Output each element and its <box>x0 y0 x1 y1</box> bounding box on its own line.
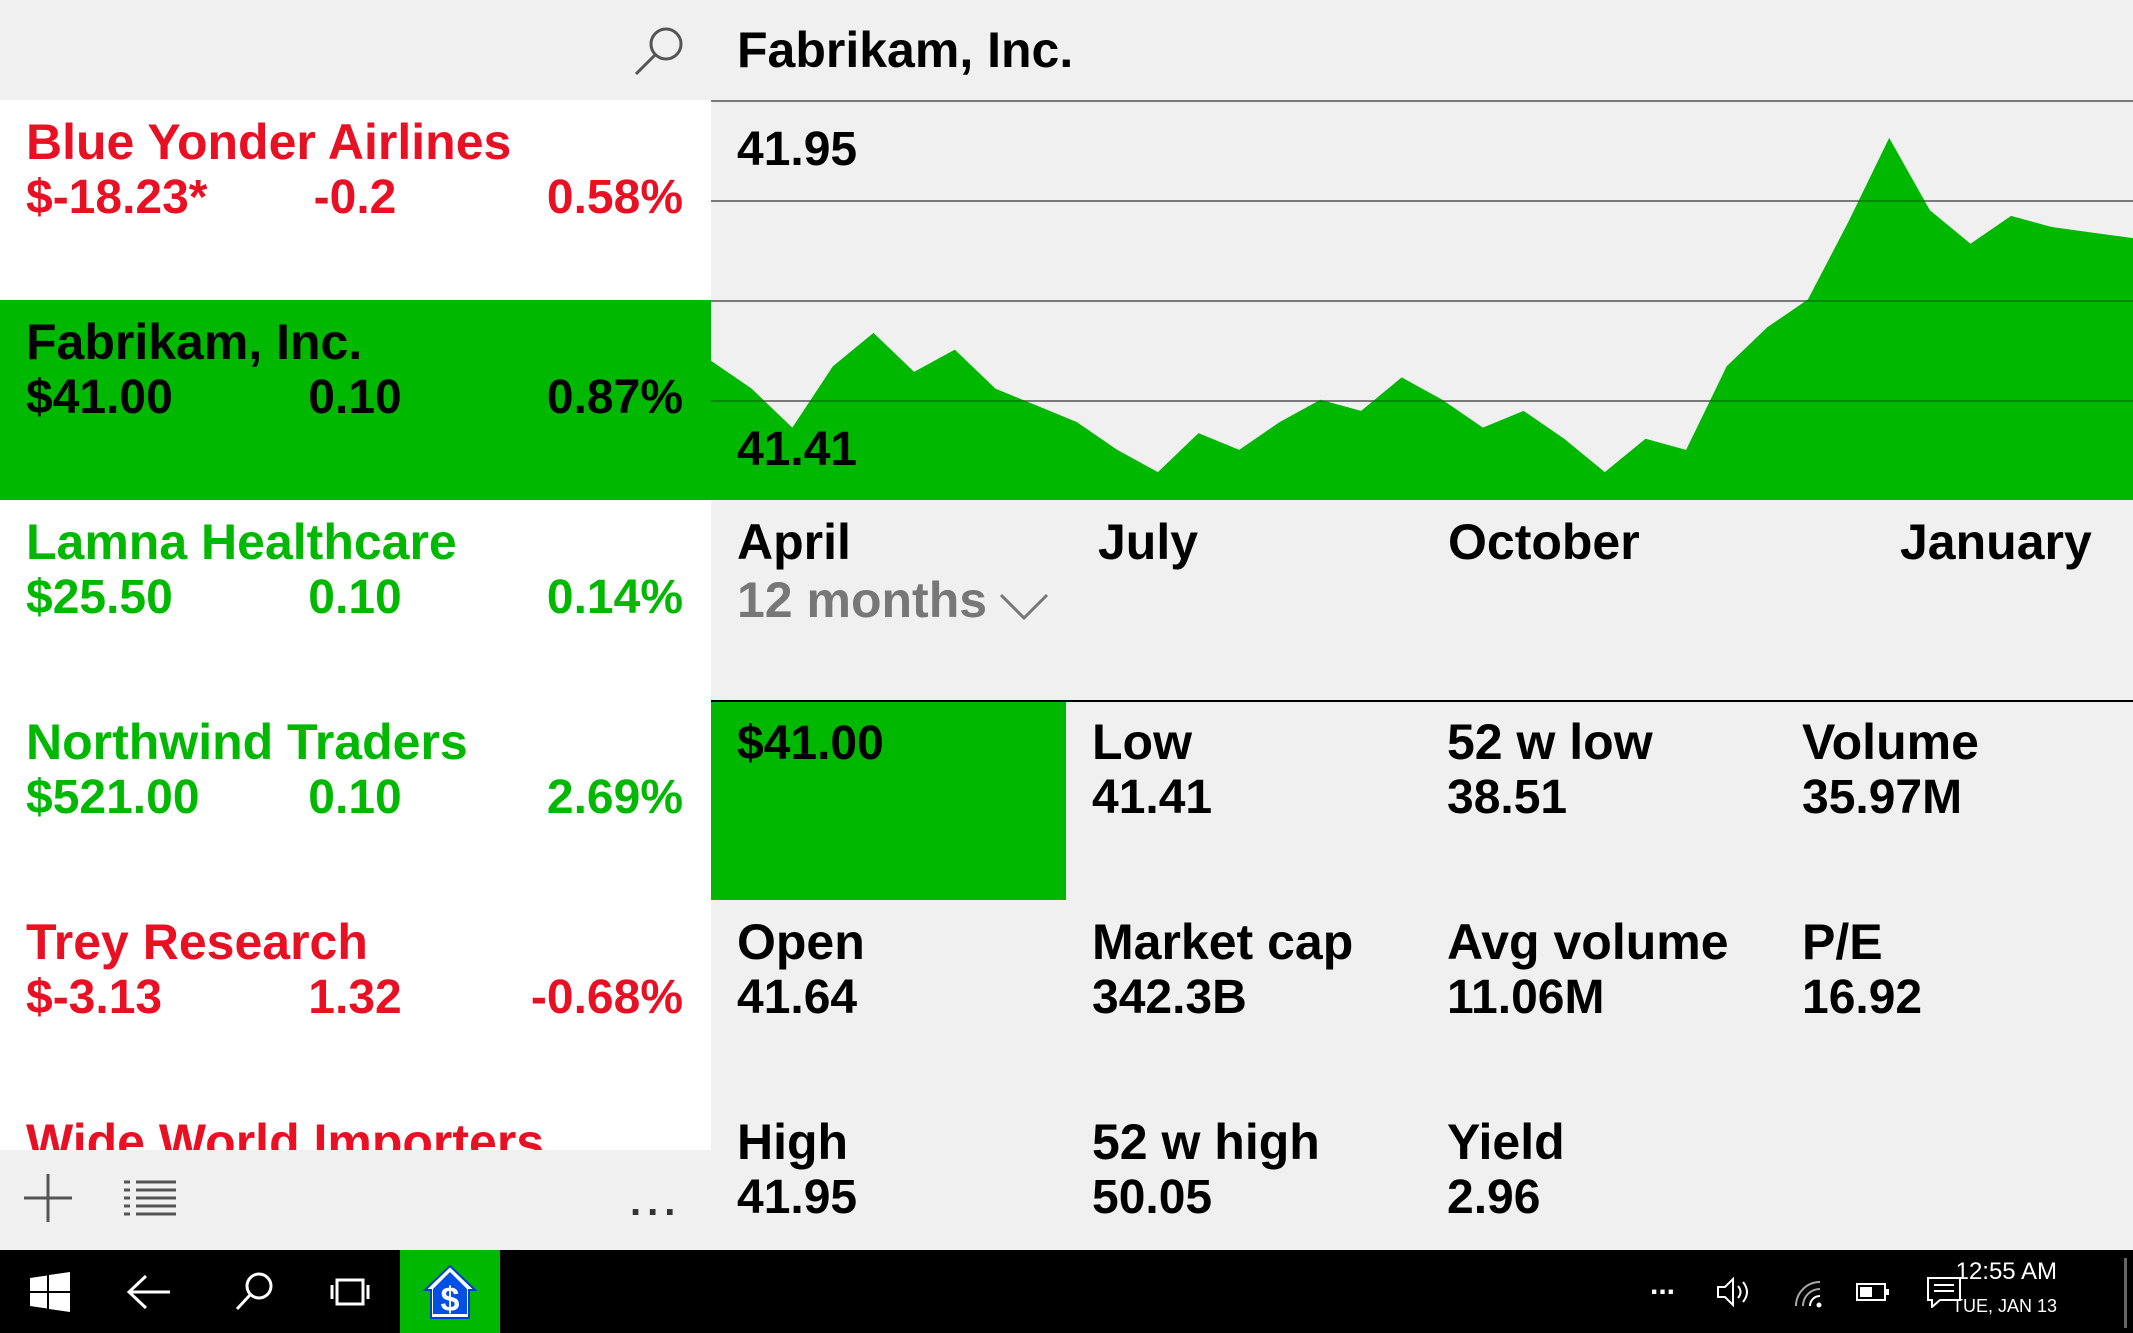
stat-low: Low 41.41 <box>1092 714 1422 826</box>
app-bar <box>0 1150 711 1250</box>
volume-icon[interactable] <box>1716 1276 1754 1313</box>
stat-value: 41.95 <box>737 1171 858 1224</box>
stat-label: 52 w high <box>1092 1114 1320 1170</box>
stock-name: Northwind Traders <box>26 714 468 770</box>
month-label-july: July <box>1098 514 1199 570</box>
stock-item-fabrikam[interactable]: Fabrikam, Inc. $41.00 0.10 0.87% <box>0 300 711 500</box>
stock-price: $521.00 <box>26 771 200 824</box>
stock-item-lamna[interactable]: Lamna Healthcare $25.50 0.10 0.14% <box>0 500 711 700</box>
taskbar-overflow-icon[interactable]: ... <box>1650 1268 1676 1301</box>
stock-name: Trey Research <box>26 914 368 970</box>
stock-price: $41.00 <box>26 371 173 424</box>
stat-label: 52 w low <box>1447 714 1653 770</box>
clock-time[interactable]: 12:55 AM <box>1955 1258 2057 1285</box>
stock-percent: -0.68% <box>530 971 683 1024</box>
more-options-icon[interactable]: ... <box>630 1180 682 1224</box>
stat-value: 11.06M <box>1447 971 1605 1024</box>
stat-value: 2.96 <box>1447 1171 1541 1224</box>
stat-label: Volume <box>1802 714 1979 770</box>
stock-change: 1.32 <box>308 971 402 1024</box>
windows-start-icon[interactable] <box>30 1272 70 1317</box>
dollar-house-icon: $ <box>422 1264 478 1320</box>
range-dropdown[interactable]: 12 months <box>737 570 1049 634</box>
stock-change: 0.10 <box>308 771 402 824</box>
stock-price: $25.50 <box>26 571 173 624</box>
stat-label: High <box>737 1114 849 1170</box>
show-desktop-button[interactable] <box>2124 1258 2127 1328</box>
stat-yield: Yield 2.96 <box>1447 1114 1777 1226</box>
battery-icon[interactable] <box>1856 1282 1890 1307</box>
stat-value: 41.41 <box>1092 771 1213 824</box>
stock-name: Blue Yonder Airlines <box>26 114 512 170</box>
task-view-icon[interactable] <box>330 1277 370 1312</box>
stat-value: 35.97M <box>1802 771 1963 824</box>
stat-value: 41.64 <box>737 971 858 1024</box>
stat-label: Open <box>737 914 865 970</box>
stock-price: $-18.23* <box>26 171 208 224</box>
stock-name: Fabrikam, Inc. <box>26 314 363 370</box>
stat-value: 50.05 <box>1092 1171 1213 1224</box>
price-chart <box>711 100 2133 500</box>
stock-change: 0.10 <box>308 371 402 424</box>
stat-value: 38.51 <box>1447 771 1568 824</box>
add-icon[interactable] <box>22 1172 74 1224</box>
stock-price: $-3.13 <box>26 971 163 1024</box>
stock-name: Wide World Importers <box>26 1114 545 1150</box>
action-center-icon[interactable] <box>1926 1276 1962 1313</box>
chart-grid-overlay <box>711 100 2133 402</box>
month-label-january: January <box>1900 514 2092 570</box>
stock-item-blue-yonder[interactable]: Blue Yonder Airlines $-18.23* -0.2 0.58% <box>0 100 711 300</box>
stat-avg-volume: Avg volume 11.06M <box>1447 914 1777 1026</box>
stat-52w-high: 52 w high 50.05 <box>1092 1114 1422 1226</box>
stat-label: Yield <box>1447 1114 1565 1170</box>
svg-text:$: $ <box>441 1281 460 1319</box>
chart-low-label: 41.41 <box>737 423 858 476</box>
stat-pe: P/E 16.92 <box>1802 914 2132 1026</box>
divider <box>711 700 2133 702</box>
stat-label: Low <box>1092 714 1192 770</box>
stock-name: Lamna Healthcare <box>26 514 457 570</box>
taskbar: $ ... 12:55 AM TUE, JAN <box>0 1250 2133 1333</box>
stock-change: 0.10 <box>308 571 402 624</box>
list-icon[interactable] <box>122 1178 178 1220</box>
stock-percent: 0.58% <box>546 171 683 224</box>
stock-item-trey[interactable]: Trey Research $-3.13 1.32 -0.68% <box>0 900 711 1100</box>
chart-high-label: 41.95 <box>737 123 858 176</box>
stock-item-northwind[interactable]: Northwind Traders $521.00 0.10 2.69% <box>0 700 711 900</box>
stock-change: -0.2 <box>313 171 397 224</box>
stocks-app-taskbar-button[interactable]: $ <box>400 1250 500 1333</box>
stat-open: Open 41.64 <box>737 914 1067 1026</box>
wifi-icon[interactable] <box>1792 1278 1824 1313</box>
chart-area-series <box>711 137 2133 500</box>
back-arrow-icon[interactable] <box>126 1274 172 1315</box>
month-label-october: October <box>1448 514 1640 570</box>
stat-label: Avg volume <box>1447 914 1729 970</box>
search-icon[interactable] <box>630 22 690 82</box>
stat-volume: Volume 35.97M <box>1802 714 2132 826</box>
current-price: $41.00 <box>737 717 884 770</box>
stock-percent: 2.69% <box>546 771 683 824</box>
search-icon[interactable] <box>234 1270 276 1317</box>
page-title: Fabrikam, Inc. <box>737 22 1074 78</box>
stock-list: Blue Yonder Airlines $-18.23* -0.2 0.58%… <box>0 100 711 1150</box>
stock-percent: 0.14% <box>546 571 683 624</box>
stat-high: High 41.95 <box>737 1114 1067 1226</box>
stat-market-cap: Market cap 342.3B <box>1092 914 1422 1026</box>
stat-value: 342.3B <box>1092 971 1247 1024</box>
range-value: 12 months <box>737 572 988 628</box>
price-tile: $41.00 <box>711 702 1066 900</box>
top-bar <box>0 0 2133 100</box>
stock-item-wide-world[interactable]: Wide World Importers <box>0 1100 711 1150</box>
stat-52w-low: 52 w low 38.51 <box>1447 714 1777 826</box>
stock-percent: 0.87% <box>546 371 683 424</box>
stat-label: Market cap <box>1092 914 1354 970</box>
clock-date[interactable]: TUE, JAN 13 <box>1951 1296 2057 1316</box>
chart-svg <box>711 100 2133 500</box>
month-label-april: April <box>737 514 851 570</box>
chevron-down-icon <box>999 574 1049 634</box>
stat-label: P/E <box>1802 914 1883 970</box>
stat-value: 16.92 <box>1802 971 1923 1024</box>
